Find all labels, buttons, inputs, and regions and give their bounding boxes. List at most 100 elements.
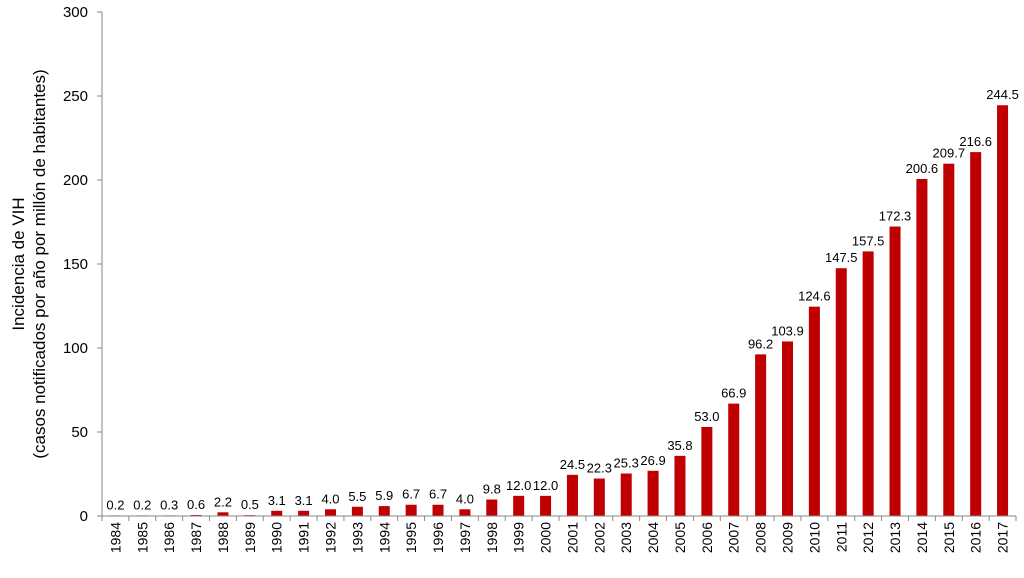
x-category-label: 2002: [591, 522, 607, 553]
bar: [566, 474, 578, 516]
bar: [835, 268, 847, 516]
x-category-label: 2012: [860, 522, 876, 553]
data-label: 9.8: [483, 482, 501, 497]
bar: [486, 499, 498, 516]
data-label: 244.5: [986, 87, 1019, 102]
x-category-label: 1999: [511, 522, 527, 553]
x-category-label: 2000: [538, 522, 554, 553]
data-label: 209.7: [933, 146, 966, 161]
bar: [997, 105, 1009, 517]
data-label: 4.0: [321, 491, 339, 506]
bar: [781, 341, 794, 516]
bars: [109, 105, 1009, 517]
x-category-label: 1987: [188, 522, 204, 553]
y-axis-label-line-1: Incidencia de VIH: [9, 197, 28, 330]
x-category-label: 2007: [726, 522, 742, 553]
data-label: 5.9: [375, 488, 393, 503]
bar: [943, 163, 955, 517]
data-label: 2.2: [214, 494, 232, 509]
data-label: 172.3: [879, 209, 912, 224]
bar: [620, 473, 632, 516]
y-tick-label: 200: [63, 172, 88, 189]
data-label: 4.0: [456, 491, 474, 506]
bar: [674, 455, 686, 516]
bar: [378, 506, 390, 516]
x-category-label: 1991: [296, 522, 312, 553]
x-category-label: 2005: [672, 522, 688, 553]
data-label: 200.6: [906, 161, 939, 176]
data-label: 3.1: [295, 493, 313, 508]
data-label: 0.3: [160, 497, 178, 512]
bar: [862, 251, 874, 516]
data-label: 0.2: [106, 497, 124, 512]
x-category-label: 2016: [968, 522, 984, 553]
y-axis-label-line-2: (casos notificados por año por millón de…: [30, 69, 49, 458]
data-label: 53.0: [694, 409, 719, 424]
data-label: 0.2: [133, 497, 151, 512]
y-tick-label: 0: [80, 508, 88, 525]
data-label: 0.6: [187, 497, 205, 512]
bar: [271, 510, 283, 516]
x-category-label: 1996: [430, 522, 446, 553]
data-label: 147.5: [825, 250, 858, 265]
bar: [432, 504, 444, 516]
x-category-label: 1993: [349, 522, 365, 553]
y-axis-ticks: 0 50 100 150 200 250 300: [63, 4, 102, 525]
bar: [513, 495, 525, 516]
x-category-label: 1990: [269, 522, 285, 553]
x-category-label: 1984: [107, 522, 123, 553]
x-category-label: 1995: [403, 522, 419, 553]
data-label: 124.6: [798, 289, 831, 304]
x-category-label: 2015: [941, 522, 957, 553]
data-label: 0.5: [241, 497, 259, 512]
bar: [593, 478, 605, 516]
data-label: 6.7: [429, 487, 447, 502]
y-tick-label: 150: [63, 256, 88, 273]
x-category-label: 2006: [699, 522, 715, 553]
bar: [351, 506, 363, 516]
x-category-label: 1985: [134, 522, 150, 553]
x-category-label: 2001: [564, 522, 580, 553]
x-axis-category-labels: 1984 1985 1986 1987 1988 1989 1990 1991 1992 1993…: [101, 516, 1017, 553]
data-label: 5.5: [348, 489, 366, 504]
y-tick-label: 250: [63, 88, 88, 105]
x-category-label: 1992: [323, 522, 339, 553]
bar: [728, 403, 740, 516]
data-label: 12.0: [533, 478, 558, 493]
x-category-label: 2011: [833, 522, 849, 552]
bar: [298, 510, 310, 516]
x-category-label: 1986: [161, 522, 177, 553]
bar: [647, 470, 659, 516]
x-category-label: 2010: [806, 522, 822, 553]
x-category-label: 1994: [376, 522, 392, 553]
data-label: 6.7: [402, 487, 420, 502]
data-label: 12.0: [506, 478, 531, 493]
bar: [755, 354, 767, 516]
data-label: 103.9: [771, 323, 804, 338]
data-label: 66.9: [721, 386, 746, 401]
bar: [808, 306, 820, 516]
y-tick-label: 300: [63, 4, 88, 21]
x-category-label: 1989: [242, 522, 258, 553]
y-tick-label: 100: [63, 340, 88, 357]
bar: [459, 509, 471, 516]
data-label: 216.6: [959, 134, 992, 149]
x-category-label: 2008: [753, 522, 769, 553]
data-label: 22.3: [587, 461, 612, 476]
x-category-label: 1988: [215, 522, 231, 553]
x-category-label: 2009: [780, 522, 796, 553]
bar: [701, 426, 713, 516]
bar: [190, 514, 202, 516]
bar: [970, 152, 982, 516]
bar: [889, 226, 901, 516]
data-label: 96.2: [748, 336, 773, 351]
data-labels: 0.2 0.2 0.3 0.6 2.2 0.5 3.1 3.1 4.0 5.5 5.9 6.7 6.7 4…: [106, 87, 1018, 512]
data-label: 3.1: [268, 493, 286, 508]
data-label: 26.9: [640, 453, 665, 468]
y-axis-label: Incidencia de VIH (casos notificados por…: [9, 69, 49, 458]
x-category-label: 2003: [618, 522, 634, 553]
bar: [405, 504, 417, 516]
x-category-label: 1998: [484, 522, 500, 553]
bar: [217, 512, 229, 516]
x-category-label: 2004: [645, 522, 661, 553]
